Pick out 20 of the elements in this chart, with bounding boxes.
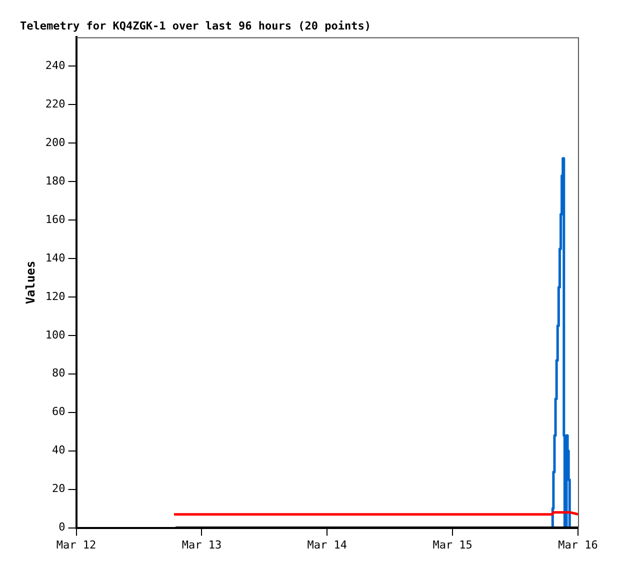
chart-title: Telemetry for KQ4ZGK-1 over last 96 hours (20 points) <box>20 19 371 32</box>
x-tick-label: Mar 16 <box>558 538 598 552</box>
y-tick-label: 60 <box>52 405 66 418</box>
y-tick-label: 200 <box>45 136 66 149</box>
y-tick-label: 220 <box>45 97 66 110</box>
y-tick-label: 40 <box>52 444 66 457</box>
x-tick-label: Mar 12 <box>56 538 96 552</box>
y-tick-label: 240 <box>45 58 66 72</box>
y-tick-label: 100 <box>45 328 66 342</box>
y-axis-title: Values <box>23 260 38 304</box>
y-tick-label: 140 <box>45 251 66 264</box>
x-tick-label: Mar 13 <box>182 538 222 552</box>
y-tick-label: 20 <box>52 482 66 496</box>
x-tick-label: Mar 15 <box>432 538 472 552</box>
y-tick-label: 0 <box>58 520 66 534</box>
y-tick-label: 160 <box>45 212 66 226</box>
x-tick-label: Mar 14 <box>307 538 348 552</box>
y-tick-label: 120 <box>45 290 66 303</box>
y-tick-label: 180 <box>45 174 66 188</box>
y-tick-label: 80 <box>52 366 66 380</box>
